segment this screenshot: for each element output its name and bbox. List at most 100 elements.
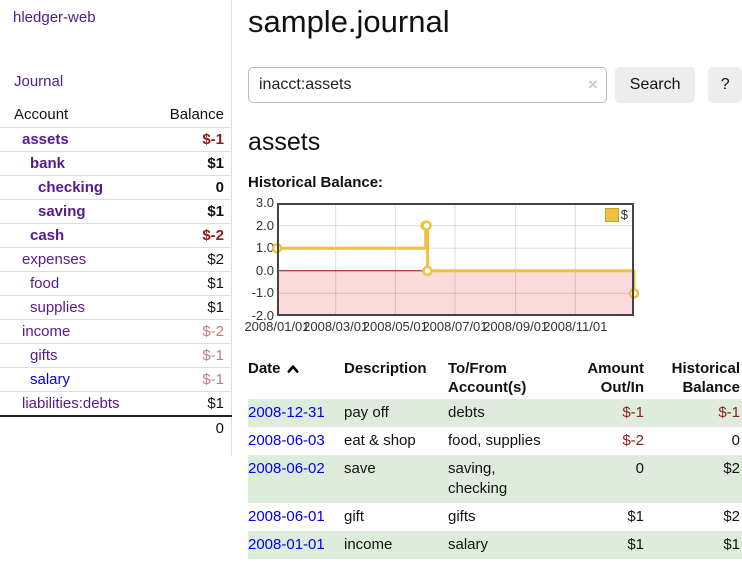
page-title: sample.journal <box>248 4 450 39</box>
account-balance: $-1 <box>202 347 224 364</box>
account-link[interactable]: food <box>30 275 60 292</box>
accounts-table-body: assets $-1 bank $1 checking 0 saving $1 cash $-2 e… <box>0 127 232 441</box>
register-header-accounts: To/From Account(s) <box>448 360 527 396</box>
x-axis-tick-label: 2008/05/01 <box>362 319 428 334</box>
account-balance: $1 <box>207 275 224 292</box>
search-form: × Search ? <box>248 67 742 103</box>
account-name-cell: saving <box>0 200 156 224</box>
transaction-description: eat & shop <box>344 432 416 449</box>
transaction-date-link[interactable]: 2008-06-02 <box>248 460 325 477</box>
account-balance: $-1 <box>202 371 224 388</box>
account-balance: $1 <box>207 155 224 172</box>
account-row: salary $-1 <box>0 367 232 392</box>
app-title-link[interactable]: hledger-web <box>13 9 96 26</box>
transaction-balance: $1 <box>723 536 740 553</box>
table-row[interactable]: 2008-06-01 gift gifts $1 $2 <box>248 503 742 531</box>
accounts-table: Account Balance assets $-1 bank $1 checking 0… <box>0 103 232 440</box>
transaction-date-link[interactable]: 2008-01-01 <box>248 536 325 553</box>
transaction-accounts: gifts <box>448 508 476 525</box>
accounts-table-header: Account Balance <box>0 103 232 128</box>
account-balance: $-2 <box>202 227 224 244</box>
sidebar-item-journal[interactable]: Journal <box>14 73 64 90</box>
main-content: sample.journal × Search ? assets Histori… <box>233 0 742 582</box>
sidebar: hledger-web Journal Account Balance asse… <box>0 0 232 456</box>
search-input[interactable] <box>248 67 607 103</box>
register-table-body: 2008-12-31 pay off debts $-1 $-1 2008-06-03 ea… <box>248 399 742 559</box>
account-link[interactable]: supplies <box>30 299 86 316</box>
data-point-marker <box>421 220 432 231</box>
account-link[interactable]: saving <box>38 203 86 220</box>
account-link[interactable]: income <box>22 323 71 340</box>
transaction-balance: 0 <box>731 432 740 449</box>
transaction-description: income <box>344 536 393 553</box>
search-button[interactable]: Search <box>614 67 696 103</box>
table-row[interactable]: 2008-12-31 pay off debts $-1 $-1 <box>248 399 742 427</box>
legend-swatch <box>604 207 619 222</box>
transaction-amount: $-1 <box>622 404 644 421</box>
account-link[interactable]: checking <box>38 179 104 196</box>
clear-search-icon[interactable]: × <box>587 75 598 94</box>
x-axis-tick-label: 2008/03/01 <box>303 319 369 334</box>
table-row[interactable]: 2008-06-03 eat & shop food, supplies $-2 0 <box>248 427 742 455</box>
transaction-date-link[interactable]: 2008-06-03 <box>248 432 325 449</box>
account-row: income $-2 <box>0 319 232 344</box>
data-point-marker <box>422 265 433 277</box>
accounts-total-balance: 0 <box>215 420 224 437</box>
accounts-header-account: Account <box>14 106 69 123</box>
accounts-header-balance: Balance <box>169 106 224 123</box>
transaction-date-cell: 2008-06-01 <box>248 503 344 531</box>
account-name-cell: expenses <box>0 248 156 272</box>
account-balance: $-1 <box>202 131 224 148</box>
x-axis-tick-label: 2008/01/01 <box>244 319 310 334</box>
register-header-description: Description <box>344 360 427 377</box>
y-axis-tick-label: 0.0 <box>255 262 274 278</box>
account-row: cash $-2 <box>0 223 232 248</box>
account-row: food $1 <box>0 271 232 296</box>
account-row: assets $-1 <box>0 127 232 152</box>
account-link[interactable]: cash <box>30 227 65 244</box>
account-link[interactable]: expenses <box>22 251 87 268</box>
register-table: Date Description To/From Account(s) Amou… <box>248 357 742 559</box>
x-axis-tick-label: 2008/11/01 <box>543 319 608 334</box>
transaction-date-cell: 2008-01-01 <box>248 531 344 559</box>
historical-balance-chart: 3.0 2.0 1.0 0.0 -1.0 -2.0 $ 2008/01/01 2008/03… <box>244 195 742 335</box>
account-balance: $2 <box>207 251 224 268</box>
account-name-cell: income <box>0 320 156 344</box>
transaction-balance: $2 <box>723 460 740 477</box>
account-name-cell: food <box>0 272 156 296</box>
transaction-amount: $1 <box>627 508 644 525</box>
account-balance: $1 <box>207 299 224 316</box>
account-link[interactable]: salary <box>30 371 71 388</box>
account-balance: $1 <box>207 395 224 412</box>
y-axis-tick-label: 1.0 <box>255 240 274 256</box>
legend-label: $ <box>620 207 628 222</box>
transaction-accounts: debts <box>448 404 485 421</box>
account-link[interactable]: assets <box>22 131 69 148</box>
register-header-date[interactable]: Date <box>248 357 344 399</box>
account-row: expenses $2 <box>0 247 232 272</box>
register-header-amount: Amount Out/In <box>587 360 644 396</box>
transaction-description: pay off <box>344 404 389 421</box>
account-link[interactable]: gifts <box>30 347 58 364</box>
account-link[interactable]: liabilities:debts <box>22 395 120 412</box>
y-axis-tick-label: -1.0 <box>251 285 274 301</box>
transaction-balance: $2 <box>723 508 740 525</box>
account-name-cell: checking <box>0 176 156 200</box>
y-axis-tick-label: 2.0 <box>255 217 274 233</box>
chevron-up-icon <box>287 361 299 378</box>
table-row[interactable]: 2008-06-02 save saving, checking 0 $2 <box>248 455 742 503</box>
account-row: gifts $-1 <box>0 343 232 368</box>
register-header-balance: Historical Balance <box>671 360 740 396</box>
transaction-date-link[interactable]: 2008-12-31 <box>248 404 325 421</box>
help-button[interactable]: ? <box>708 67 742 103</box>
account-link[interactable]: bank <box>30 155 66 172</box>
transaction-amount: $-2 <box>622 432 644 449</box>
register-table-header: Date Description To/From Account(s) Amou… <box>248 357 742 399</box>
transaction-accounts: salary <box>448 536 489 553</box>
account-name-cell: bank <box>0 152 156 176</box>
transaction-date-link[interactable]: 2008-06-01 <box>248 508 325 525</box>
accounts-total-spacer <box>0 416 156 440</box>
account-name-cell: liabilities:debts <box>0 392 156 417</box>
table-row[interactable]: 2008-01-01 income salary $1 $1 <box>248 531 742 559</box>
